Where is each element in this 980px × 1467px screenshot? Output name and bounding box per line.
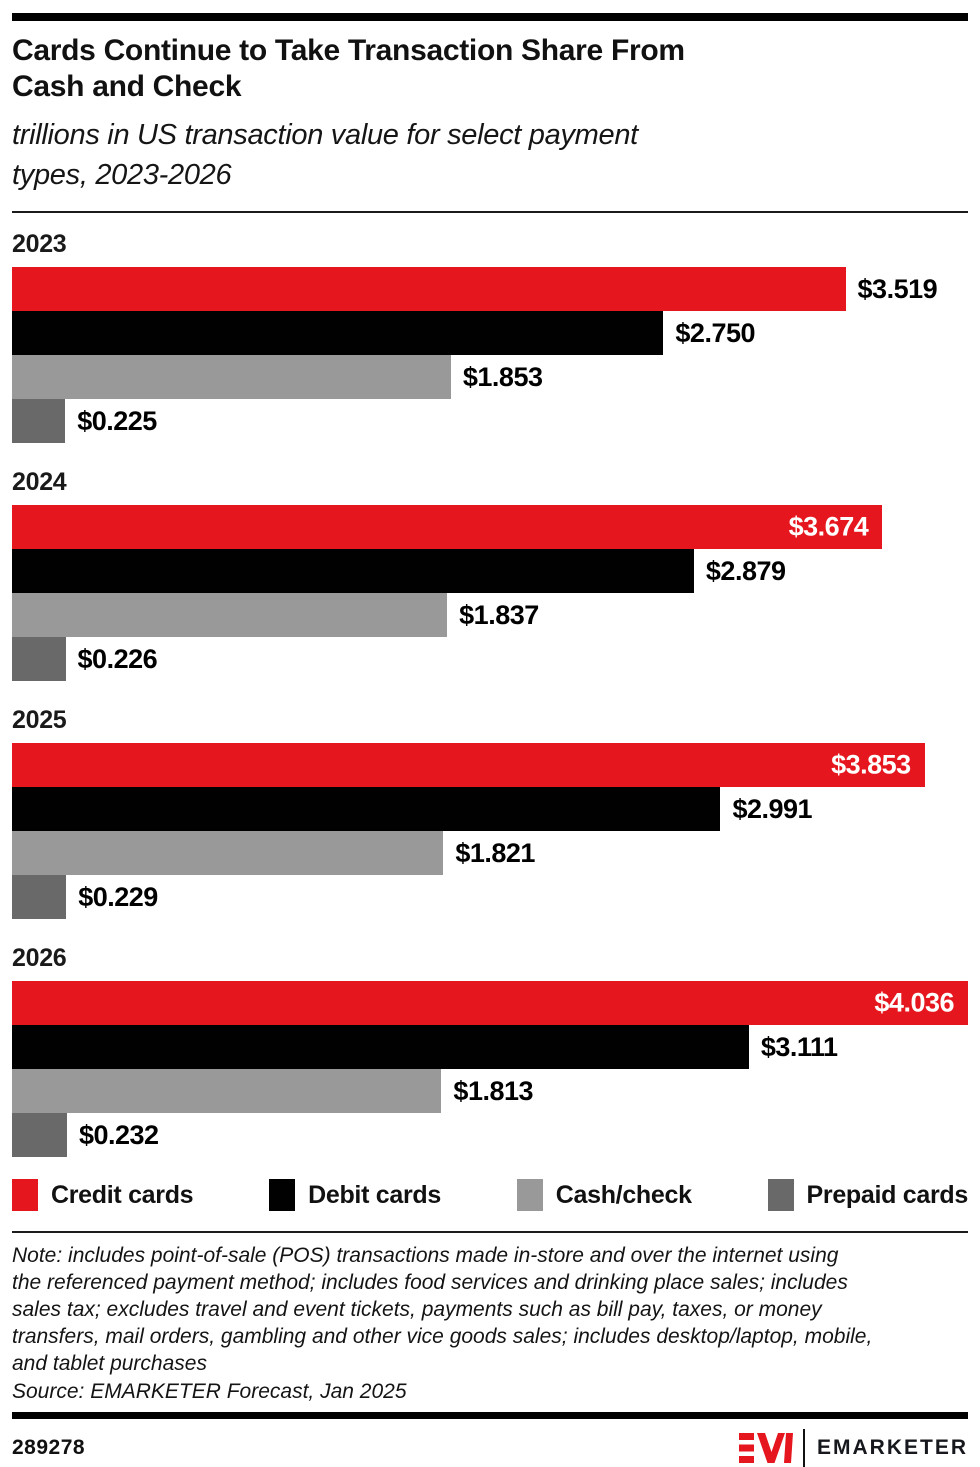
value-label: $1.821 xyxy=(455,837,535,868)
bar-credit-cards: $3.853 xyxy=(12,743,925,787)
bar-row: $3.674 xyxy=(12,505,968,549)
bar-row: $2.879 xyxy=(12,549,968,593)
bar-cash-check xyxy=(12,593,448,637)
bar-prepaid-cards xyxy=(12,875,67,919)
legend-label: Prepaid cards xyxy=(806,1180,969,1209)
page-subtitle: trillions in US transaction value for se… xyxy=(12,119,638,191)
source-text: Source: EMARKETER Forecast, Jan 2025 xyxy=(12,1380,407,1403)
bar-row: $0.226 xyxy=(12,637,968,681)
chart: 2023 $3.519 $2.750 $1.853 $0.225 2024 $3.674 $2… xyxy=(12,230,968,1157)
page-title: Cards Continue to Take Transaction Share… xyxy=(12,34,685,103)
value-label: $1.837 xyxy=(459,599,539,630)
bar-row: $2.750 xyxy=(12,311,968,355)
year-label: 2026 xyxy=(12,944,67,972)
emarketer-logo-icon xyxy=(738,1433,793,1463)
bar-row: $2.991 xyxy=(12,787,968,831)
value-label: $0.229 xyxy=(78,881,158,912)
value-label: $2.750 xyxy=(675,317,755,348)
bar-row: $1.813 xyxy=(12,1069,968,1113)
bar-credit-cards: $4.036 xyxy=(12,981,968,1025)
value-label: $0.225 xyxy=(77,405,157,436)
legend-item-debit-cards: Debit cards xyxy=(269,1179,441,1211)
year-label: 2025 xyxy=(12,706,67,734)
bar-prepaid-cards xyxy=(12,637,66,681)
legend-swatch-icon xyxy=(269,1179,296,1211)
brand-divider xyxy=(802,1429,805,1467)
bar-debit-cards xyxy=(12,549,694,593)
bar-row: $3.519 xyxy=(12,267,968,311)
bar-debit-cards xyxy=(12,311,664,355)
bar-row: $0.232 xyxy=(12,1113,968,1157)
legend-item-prepaid-cards: Prepaid cards xyxy=(767,1179,969,1211)
bar-row: $1.821 xyxy=(12,831,968,875)
top-divider xyxy=(12,13,968,21)
legend-label: Cash/check xyxy=(555,1180,692,1209)
bar-cash-check xyxy=(12,355,451,399)
legend-label: Debit cards xyxy=(308,1180,441,1209)
bottom-divider xyxy=(12,1412,968,1419)
legend-swatch-icon xyxy=(516,1179,543,1211)
bar-row: $0.229 xyxy=(12,875,968,919)
bar-row: $1.853 xyxy=(12,355,968,399)
bar-row: $3.111 xyxy=(12,1025,968,1069)
value-label: $1.813 xyxy=(453,1075,534,1106)
value-label: $3.111 xyxy=(760,1031,838,1062)
brand-lockup: EMARKETER xyxy=(738,1429,968,1467)
value-label: $2.991 xyxy=(732,793,813,824)
year-label: 2023 xyxy=(12,230,67,258)
bar-row: $0.225 xyxy=(12,399,968,443)
year-group-2023: 2023 $3.519 $2.750 $1.853 $0.225 xyxy=(12,230,968,443)
footnote-divider xyxy=(12,1231,968,1233)
bar-cash-check xyxy=(12,831,444,875)
bar-row: $3.853 xyxy=(12,743,968,787)
bar-credit-cards: $3.674 xyxy=(12,505,883,549)
value-label: $4.036 xyxy=(874,987,954,1018)
legend-item-cash-check: Cash/check xyxy=(516,1179,692,1211)
value-label: $1.853 xyxy=(462,361,543,392)
bar-debit-cards xyxy=(12,1025,749,1069)
footnote-text: Note: includes point-of-sale (POS) trans… xyxy=(12,1244,873,1375)
bar-prepaid-cards xyxy=(12,1113,67,1157)
chart-legend: Credit cards Debit cards Cash/check Prepaid… xyxy=(12,1179,968,1211)
footer: 289278 EMARKETER xyxy=(12,1429,968,1467)
bar-debit-cards xyxy=(12,787,721,831)
bar-row: $1.837 xyxy=(12,593,968,637)
header-divider xyxy=(12,211,968,213)
year-group-2026: 2026 $4.036 $3.111 $1.813 $0.232 xyxy=(12,944,968,1157)
bar-cash-check xyxy=(12,1069,442,1113)
bar-prepaid-cards xyxy=(12,399,66,443)
year-label: 2024 xyxy=(12,468,67,496)
value-label: $3.674 xyxy=(788,511,869,542)
value-label: $3.519 xyxy=(857,273,938,304)
year-group-2024: 2024 $3.674 $2.879 $1.837 $0.226 xyxy=(12,468,968,681)
legend-label: Credit cards xyxy=(51,1180,194,1209)
bar-credit-cards xyxy=(12,267,846,311)
legend-swatch-icon xyxy=(767,1179,794,1211)
year-group-2025: 2025 $3.853 $2.991 $1.821 $0.229 xyxy=(12,706,968,919)
value-label: $3.853 xyxy=(831,749,911,780)
value-label: $0.226 xyxy=(77,643,158,674)
bar-row: $4.036 xyxy=(12,981,968,1025)
value-label: $0.232 xyxy=(78,1119,159,1150)
value-label: $2.879 xyxy=(705,555,786,586)
legend-swatch-icon xyxy=(12,1179,38,1211)
legend-item-credit-cards: Credit cards xyxy=(12,1179,194,1211)
